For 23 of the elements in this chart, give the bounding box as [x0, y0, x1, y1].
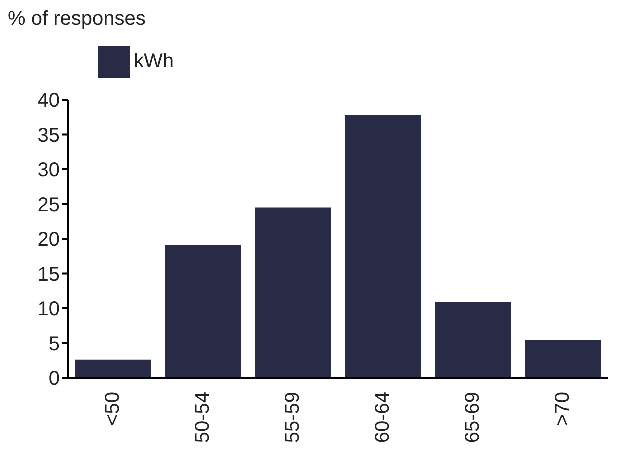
bar — [75, 360, 152, 378]
bar — [255, 208, 332, 378]
y-tick-label: 20 — [38, 229, 60, 252]
y-axis-title: % of responses — [8, 8, 146, 31]
bar — [525, 340, 602, 378]
x-tick-label: 50-54 — [192, 392, 214, 444]
x-tick-label: 60-64 — [372, 392, 394, 444]
x-tick-label: <50 — [102, 392, 124, 426]
x-tick-label: 55-59 — [282, 392, 304, 444]
x-tick-label: >70 — [552, 392, 574, 426]
y-tick-label: 30 — [38, 160, 60, 182]
bar — [345, 115, 422, 378]
bar — [435, 302, 512, 378]
y-tick-label: 5 — [48, 333, 60, 356]
bar — [165, 245, 242, 378]
y-tick-label: 35 — [38, 124, 60, 147]
y-tick-label: 25 — [38, 194, 60, 216]
y-tick-label: 0 — [48, 368, 60, 390]
legend-label: kWh — [134, 50, 174, 72]
y-tick-label: 15 — [38, 264, 60, 286]
y-tick-label: 10 — [38, 298, 60, 321]
x-tick-label: 65-69 — [462, 392, 484, 444]
y-tick-label: 40 — [38, 90, 60, 112]
